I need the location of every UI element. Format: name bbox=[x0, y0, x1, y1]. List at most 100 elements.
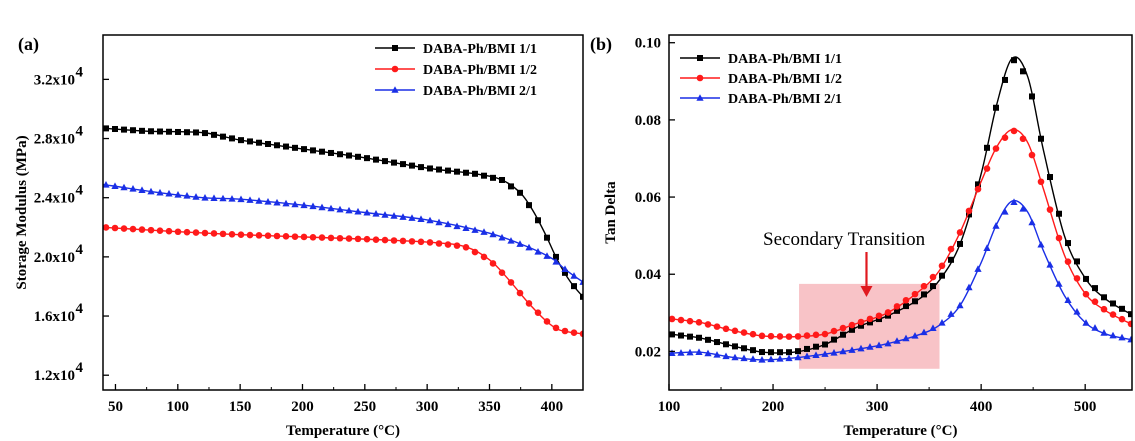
x-tick-label: 300 bbox=[416, 399, 439, 415]
data-point bbox=[201, 193, 209, 201]
data-point bbox=[912, 298, 918, 305]
data-point bbox=[175, 128, 181, 135]
data-point bbox=[462, 224, 470, 231]
x-axis-label: Temperature (°C) bbox=[844, 423, 958, 439]
data-point bbox=[875, 341, 883, 349]
data-point bbox=[354, 207, 362, 215]
data-point bbox=[956, 229, 964, 236]
data-point bbox=[669, 315, 676, 323]
data-point bbox=[561, 265, 569, 273]
data-point bbox=[768, 349, 774, 356]
data-point bbox=[678, 332, 684, 339]
data-point bbox=[111, 182, 119, 189]
data-point bbox=[246, 196, 254, 203]
data-point bbox=[399, 237, 407, 245]
data-point bbox=[776, 355, 784, 362]
data-point bbox=[848, 321, 856, 329]
data-point bbox=[264, 232, 272, 239]
data-point bbox=[848, 346, 856, 353]
data-point bbox=[147, 187, 155, 195]
data-point bbox=[363, 208, 371, 216]
data-series-group bbox=[669, 56, 1132, 363]
data-point bbox=[830, 327, 838, 335]
secondary-transition-annotation: Secondary Transition bbox=[763, 229, 926, 297]
legend-swatch-marker bbox=[391, 86, 399, 93]
data-point bbox=[947, 245, 955, 253]
legend-entry-1: DABA-Ph/BMI 1/1 bbox=[423, 42, 537, 57]
data-point bbox=[1055, 234, 1063, 242]
data-point bbox=[525, 243, 533, 251]
data-point bbox=[183, 192, 191, 199]
legend-entry-2: DABA-Ph/BMI 1/2 bbox=[728, 72, 842, 87]
data-point bbox=[238, 137, 244, 144]
data-point bbox=[894, 307, 900, 314]
y-tick-label: 0.06 bbox=[635, 190, 662, 206]
x-tick-label: 200 bbox=[291, 399, 314, 415]
data-point bbox=[1101, 294, 1107, 301]
data-point bbox=[975, 181, 981, 188]
data-point bbox=[265, 140, 271, 147]
x-tick-label: 400 bbox=[541, 399, 564, 415]
data-point bbox=[507, 237, 515, 244]
y-axis-label: Tan Delta bbox=[603, 181, 619, 244]
data-point bbox=[471, 226, 479, 233]
x-tick-label: 50 bbox=[108, 399, 123, 415]
data-point bbox=[1020, 68, 1026, 75]
data-point bbox=[318, 234, 326, 241]
legend-entry-3: DABA-Ph/BMI 2/1 bbox=[728, 92, 842, 107]
data-point bbox=[417, 215, 425, 222]
x-tick-label: 400 bbox=[970, 399, 993, 415]
data-point bbox=[489, 230, 497, 238]
data-point bbox=[435, 218, 443, 226]
x-tick-label: 200 bbox=[762, 399, 785, 415]
x-tick-label: 250 bbox=[354, 399, 377, 415]
data-point bbox=[498, 233, 506, 241]
data-point bbox=[229, 135, 235, 142]
data-point bbox=[831, 336, 837, 343]
series-line-3 bbox=[103, 183, 583, 283]
data-point bbox=[354, 235, 362, 243]
data-point bbox=[1046, 261, 1054, 268]
data-point bbox=[156, 188, 164, 196]
data-point bbox=[866, 343, 874, 350]
data-point bbox=[1110, 300, 1116, 307]
data-point bbox=[795, 348, 801, 355]
data-point bbox=[1037, 240, 1045, 248]
data-point bbox=[121, 126, 127, 133]
data-point bbox=[875, 312, 883, 320]
data-point bbox=[129, 185, 137, 192]
series-markers-2 bbox=[669, 127, 1132, 340]
y-tick-label: 0.08 bbox=[635, 113, 661, 129]
data-point bbox=[543, 318, 551, 325]
data-point bbox=[516, 289, 524, 297]
data-point bbox=[444, 220, 452, 228]
data-point bbox=[759, 349, 765, 356]
data-point bbox=[695, 319, 703, 326]
data-point bbox=[120, 183, 128, 191]
data-point bbox=[1029, 93, 1035, 100]
data-point bbox=[983, 244, 991, 251]
data-point bbox=[966, 211, 972, 218]
data-point bbox=[129, 225, 137, 233]
data-point bbox=[319, 148, 325, 155]
x-tick-label: 300 bbox=[866, 399, 889, 415]
data-point bbox=[336, 205, 344, 213]
data-point bbox=[812, 331, 820, 339]
data-point bbox=[255, 232, 263, 239]
data-point bbox=[453, 222, 461, 230]
data-point bbox=[291, 233, 299, 240]
data-point bbox=[157, 128, 163, 135]
data-point bbox=[938, 262, 946, 270]
data-point bbox=[282, 199, 290, 207]
data-point bbox=[579, 330, 583, 338]
data-point bbox=[812, 351, 820, 359]
data-point bbox=[794, 353, 802, 361]
data-point bbox=[112, 126, 118, 133]
x-tick-label: 500 bbox=[1074, 399, 1097, 415]
data-point bbox=[902, 334, 910, 342]
data-point bbox=[453, 242, 461, 249]
data-point bbox=[857, 344, 865, 352]
data-point bbox=[462, 243, 470, 251]
data-point bbox=[166, 128, 172, 135]
data-point bbox=[328, 149, 334, 156]
